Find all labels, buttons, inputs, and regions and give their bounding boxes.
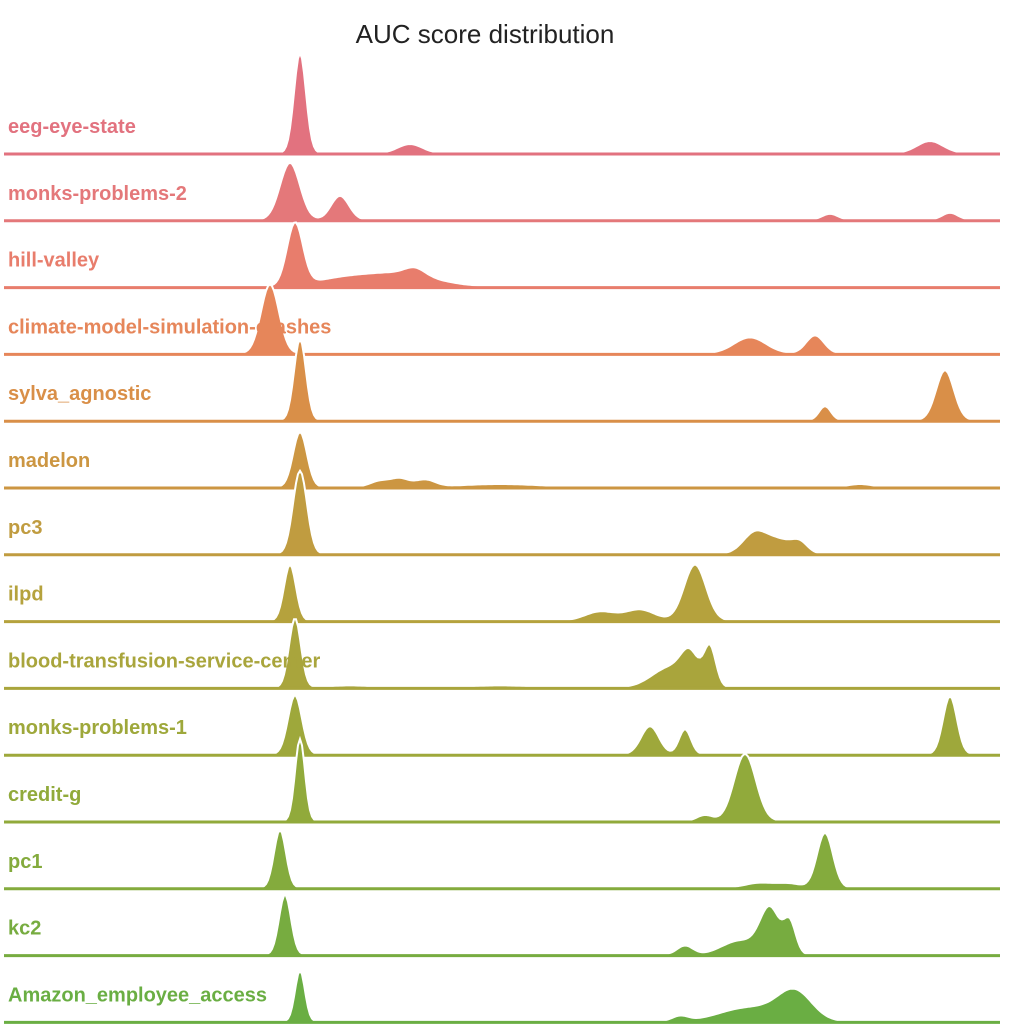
ridge-climate-model-simulation-crashes: climate-model-simulation-crashes [0,283,1000,356]
ridges: eeg-eye-state monks-problems-2 hill-valley… [0,50,1000,1024]
ridge-blood-transfusion-service-center: blood-transfusion-service-center [0,618,1000,690]
density-outline [0,430,1000,488]
ridge-hill-valley: hill-valley [0,221,1000,290]
density-outline [0,50,1000,154]
density-area [0,339,1000,421]
density-outline [0,735,1000,822]
density-outline [0,562,1000,622]
density-area [0,970,1000,1022]
density-area [0,432,1000,487]
row-label: sylva_agnostic [8,383,151,405]
ridge-pc3: pc3 [0,468,1000,557]
row-label: pc1 [8,851,42,873]
density-area [0,829,1000,888]
ridge-sylva_agnostic: sylva_agnostic [0,336,1000,423]
ridge-Amazon_employee_access: Amazon_employee_access [0,968,1000,1024]
ridge-pc1: pc1 [0,827,1000,891]
row-label: Amazon_employee_access [8,984,267,1006]
row-label: ilpd [8,584,44,606]
row-label: monks-problems-2 [8,183,187,205]
row-label: monks-problems-1 [8,717,187,739]
chart-title: AUC score distribution [356,19,615,49]
ridge-madelon: madelon [0,430,1000,490]
density-area [0,564,1000,621]
ridge-kc2: kc2 [0,894,1000,958]
row-label: hill-valley [8,250,100,272]
density-area [0,739,1000,821]
density-area [0,222,1000,287]
density-outline [0,336,1000,422]
ridge-credit-g: credit-g [0,735,1000,824]
row-label: madelon [8,450,90,472]
density-outline [0,221,1000,288]
row-label: eeg-eye-state [8,116,136,138]
row-label: kc2 [8,918,41,940]
ridge-monks-problems-1: monks-problems-1 [0,694,1000,757]
density-outline [0,894,1000,956]
row-label: pc3 [8,517,42,539]
row-label: credit-g [8,784,81,806]
ridge-ilpd: ilpd [0,562,1000,624]
row-label: climate-model-simulation-crashes [8,316,331,338]
row-label: blood-transfusion-service-center [8,650,321,672]
density-outline [0,827,1000,889]
ridge-monks-problems-2: monks-problems-2 [0,161,1000,223]
density-area [0,53,1000,153]
ridge-eeg-eye-state: eeg-eye-state [0,50,1000,156]
density-area [0,895,1000,955]
